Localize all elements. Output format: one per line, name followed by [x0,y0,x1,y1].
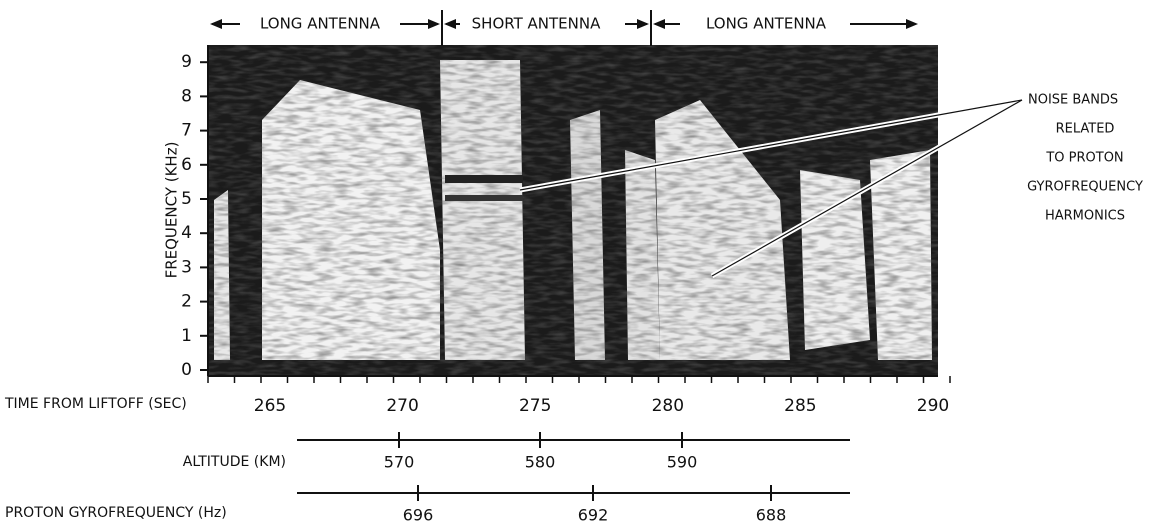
x-tick-label: 270 [386,396,418,416]
x-tick-label: 290 [917,396,949,416]
y-tick-label: 7 [181,121,192,141]
x-tick-label: 285 [784,396,816,416]
alt-label: ALTITUDE (KM) [183,454,286,470]
x-axis-label: TIME FROM LIFTOFF (SEC) [4,396,187,412]
y-tick-label: 4 [181,223,192,243]
x-tick-label: 275 [519,396,551,416]
y-axis-label: FREQUENCY (KHz) [163,142,181,279]
y-tick-label: 2 [181,292,192,312]
y-tick-label: 3 [181,257,192,277]
annotation-text: TO PROTON [1045,151,1123,166]
spectrogram [208,45,938,375]
gyro-tick-label: 696 [403,506,434,524]
x-tick-label: 265 [254,396,286,416]
y-tick-label: 0 [181,360,192,380]
y-tick-label: 9 [181,52,192,72]
alt-tick-label: 580 [525,453,556,472]
annotation-text: RELATED [1056,122,1115,137]
gyro-tick-label: 692 [578,506,609,524]
annotation-text: NOISE BANDS [1028,93,1118,108]
gyro-label: PROTON GYROFREQUENCY (Hz) [5,505,227,521]
alt-tick-label: 590 [667,453,698,472]
alt-tick-label: 570 [384,453,415,472]
gyro-tick-label: 688 [756,506,787,524]
y-tick-label: 5 [181,189,192,209]
x-tick-label: 280 [652,396,684,416]
antenna-label: LONG ANTENNA [706,15,827,33]
annotation-text: GYROFREQUENCY [1027,180,1143,195]
antenna-label: LONG ANTENNA [260,15,381,33]
annotation-text: HARMONICS [1045,209,1125,224]
antenna-label: SHORT ANTENNA [472,15,601,33]
y-tick-label: 6 [181,155,192,175]
y-tick-label: 8 [181,86,192,106]
y-tick-label: 1 [181,326,192,346]
